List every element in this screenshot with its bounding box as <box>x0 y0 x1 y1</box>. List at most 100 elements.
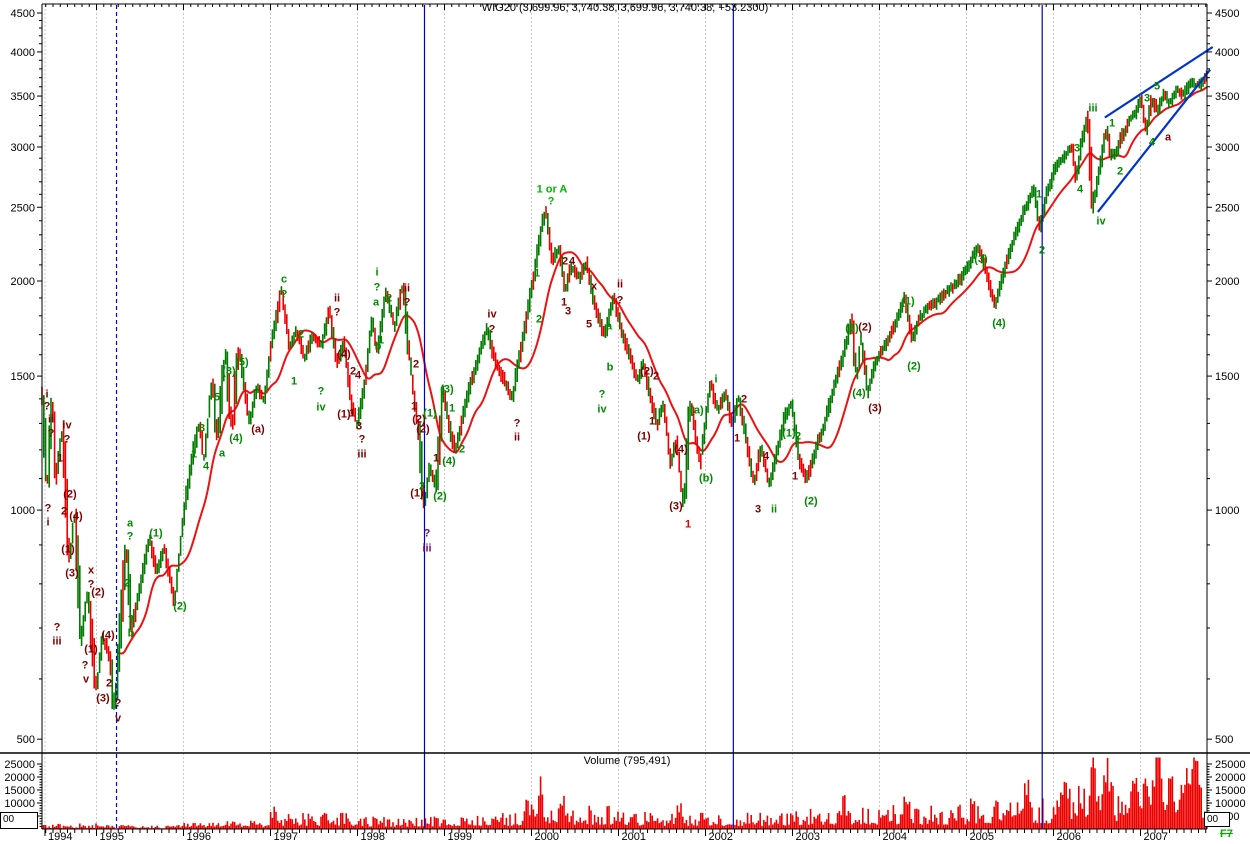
wave-label: (4) <box>674 444 688 456</box>
wave-label: ? <box>334 307 341 319</box>
wave-label: 3 <box>1144 93 1150 105</box>
wave-label: (3) <box>974 254 988 266</box>
wave-label: iii <box>357 449 366 461</box>
wave-label: ii <box>404 283 410 295</box>
wave-label: 1 <box>449 403 455 415</box>
wave-label: (2) <box>804 496 818 508</box>
wave-label: 3 <box>1074 143 1080 155</box>
wave-label: (2) <box>858 322 872 334</box>
wave-label: ? <box>514 418 521 430</box>
wave-label: 1 <box>349 408 355 420</box>
axis-tick-label: 4000 <box>1215 47 1239 59</box>
event-lines <box>115 5 1043 828</box>
wave-label: v <box>83 674 90 686</box>
wave-label: b <box>375 341 382 353</box>
wave-label: (2) <box>907 361 921 373</box>
wave-label: b <box>128 628 135 640</box>
wave-label: (4) <box>992 318 1006 330</box>
wave-label: 2 <box>536 314 542 326</box>
wave-label: 2 <box>61 506 67 518</box>
trendline[interactable] <box>1097 69 1211 213</box>
wave-label: 1 <box>411 401 417 413</box>
axis-tick-label: 1998 <box>361 831 385 843</box>
wave-label: iv <box>62 420 72 432</box>
axis-tick-label: 2000 <box>1215 276 1239 288</box>
wave-label: 1 <box>1036 189 1042 201</box>
wave-label: 2 <box>1117 166 1123 178</box>
wave-label: a <box>127 518 134 530</box>
axis-tick-label: 2500 <box>11 202 35 214</box>
wave-label: 2 <box>419 481 425 493</box>
wave-label: b <box>607 362 614 374</box>
wave-label: 1 <box>1109 118 1115 130</box>
wave-label: ii <box>617 279 623 291</box>
axis-tick-label: 15000 <box>4 785 35 797</box>
price-candles <box>41 70 1208 710</box>
wave-label: i <box>375 267 378 279</box>
axis-tick-label: 3000 <box>1215 142 1239 154</box>
wave-label: a <box>1165 132 1172 144</box>
wave-label: ? <box>48 428 55 440</box>
wave-label: (1) <box>423 408 437 420</box>
wave-label: (2) <box>91 587 105 599</box>
wave-label: 2 <box>459 444 465 456</box>
wave-label: ? <box>64 434 71 446</box>
axis-tick-label: 3000 <box>11 142 35 154</box>
wave-label: v <box>115 713 122 725</box>
wave-label: (4) <box>337 349 351 361</box>
wave-label: ? <box>489 324 496 336</box>
wave-label: a <box>219 448 226 460</box>
wave-label: (2) <box>412 414 426 426</box>
wave-label: 5 <box>586 319 592 331</box>
axis-tick-label: 500 <box>1215 734 1233 746</box>
wave-label: (1) <box>901 296 915 308</box>
wave-label: ? <box>404 297 411 309</box>
axis-tick-label: 1995 <box>100 831 124 843</box>
year-axis-labels: 1994 1995 1996 1997 1998 1999 2000 2001 2002 2003… <box>48 831 1168 843</box>
wave-label: (1) <box>149 528 163 540</box>
wave-label: 1 <box>649 416 655 428</box>
axis-tick-label: 1000 <box>11 505 35 517</box>
axis-tick-label: 2005 <box>970 831 994 843</box>
wave-label: ? <box>128 614 135 626</box>
volume-title: Volume (795,491) <box>583 755 671 767</box>
wave-label: (4) <box>852 388 866 400</box>
axis-tick-label: 1000 <box>1215 505 1239 517</box>
wave-label: ? <box>359 434 366 446</box>
axis-tick-label: 1996 <box>187 831 211 843</box>
axis-tick-label: 10000 <box>1215 798 1246 810</box>
wave-label: (3) <box>868 403 882 415</box>
wave-label: ? <box>548 196 555 208</box>
wave-label: iv <box>316 402 326 414</box>
wave-label: ? <box>374 282 381 294</box>
wave-label: (4) <box>101 630 115 642</box>
wave-label: i <box>45 389 48 401</box>
axis-tick-label: 500 <box>17 734 35 746</box>
volume-bars <box>41 757 1208 829</box>
wave-label: i <box>46 517 49 529</box>
wave-label: (4) <box>69 511 83 523</box>
trendline[interactable] <box>1104 46 1214 119</box>
wave-label: (a) <box>690 405 704 417</box>
wave-label: (3) <box>845 323 859 335</box>
wave-label: (2) <box>416 424 430 436</box>
wave-label: iii <box>52 636 61 648</box>
axis-tick-label: 2002 <box>709 831 733 843</box>
wave-label: ? <box>82 660 89 672</box>
wave-label: 1 <box>57 453 63 465</box>
wave-label: x <box>88 565 95 577</box>
wave-label: 1 <box>561 297 567 309</box>
f7-indicator: F7 <box>1220 828 1233 840</box>
wave-label: a <box>606 321 613 333</box>
corner-value-box-left: 00 <box>0 812 38 829</box>
axis-tick-label: 2000 <box>535 831 559 843</box>
axis-tick-label: 2000 <box>11 276 35 288</box>
axis-tick-label: 25000 <box>4 759 35 771</box>
axis-tick-label: 1500 <box>1215 371 1239 383</box>
wave-label: ? <box>599 389 606 401</box>
wave-label: ? <box>88 579 95 591</box>
wave-label: 1 <box>191 449 197 461</box>
moving-average-line <box>117 86 1208 655</box>
axis-tick-label: 1500 <box>11 371 35 383</box>
